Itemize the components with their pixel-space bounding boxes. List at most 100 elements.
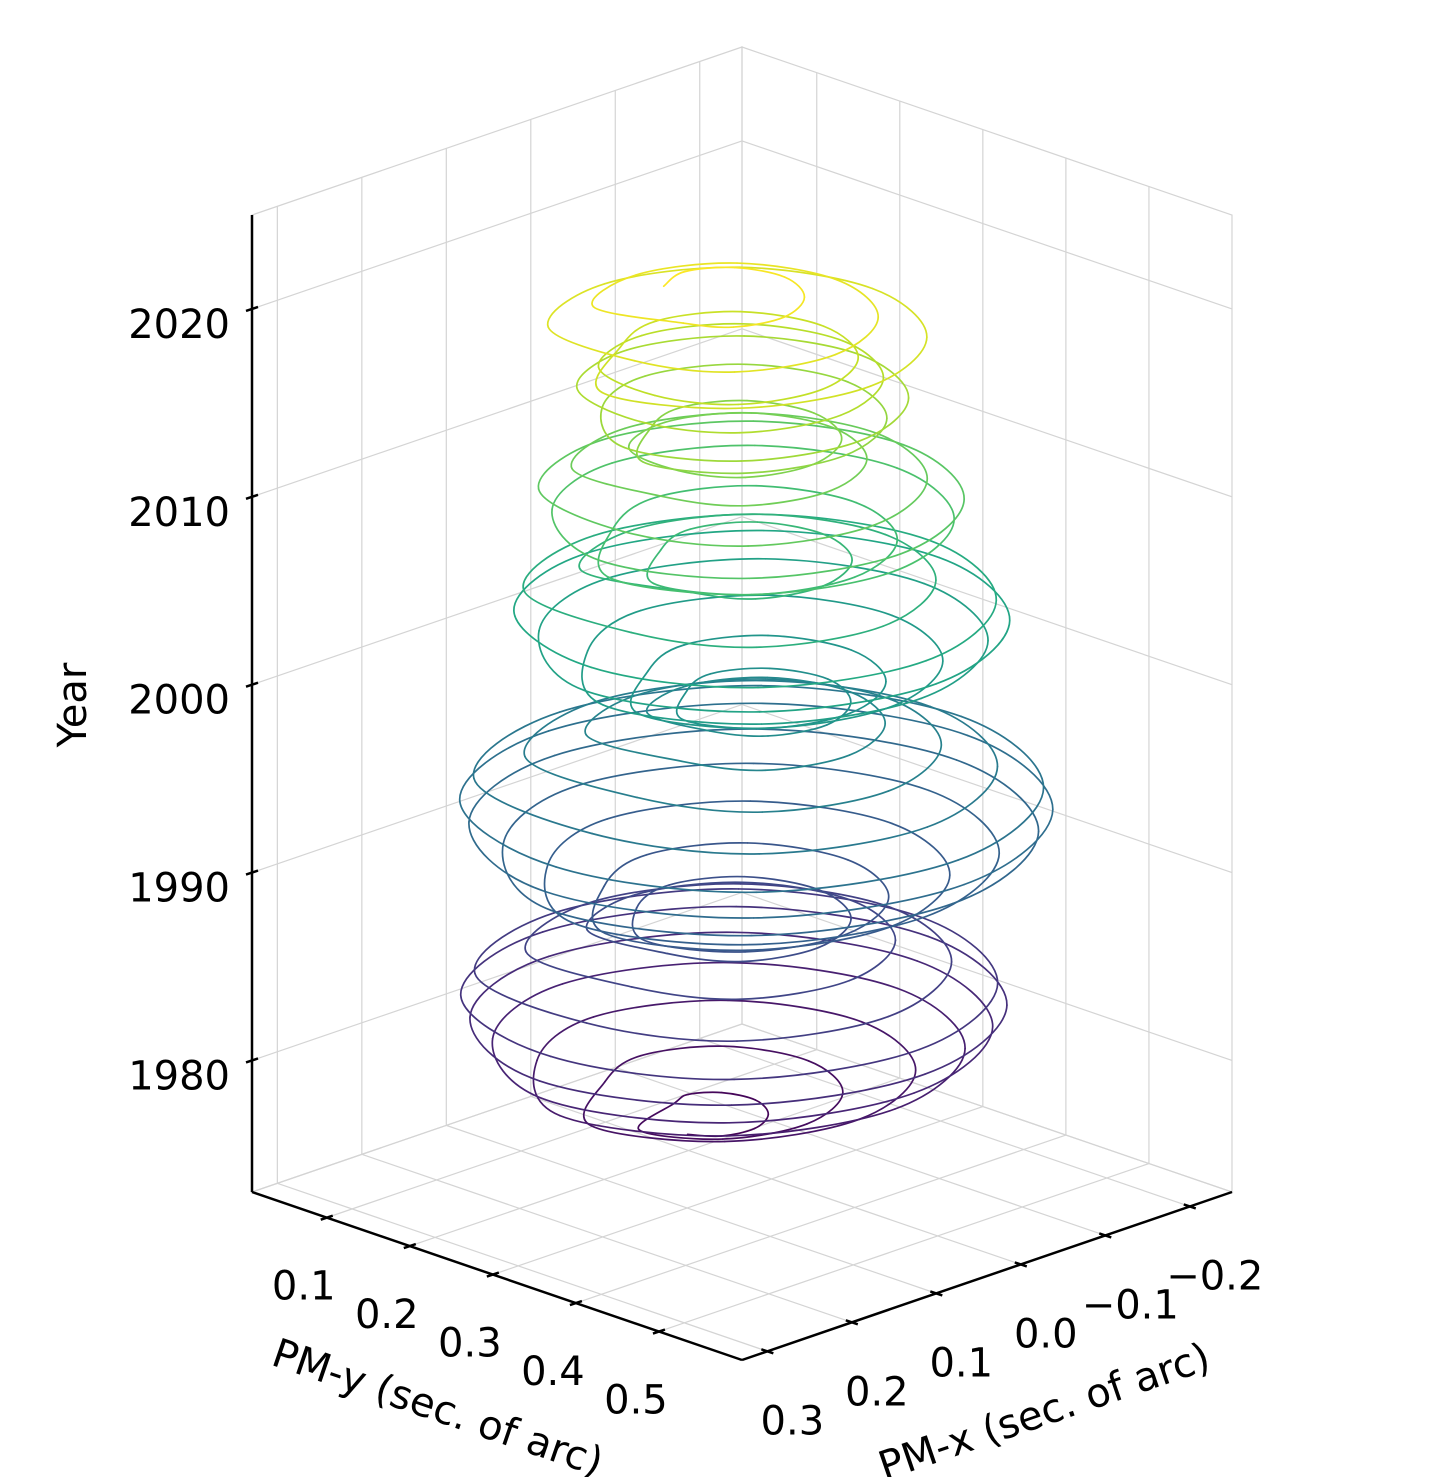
trajectory-segment	[823, 533, 853, 562]
trajectory-segment	[822, 559, 853, 587]
trajectory-segment	[643, 363, 747, 377]
trajectory-segment	[860, 1020, 917, 1072]
trajectory-segment	[592, 305, 685, 324]
trajectory-segment	[723, 1118, 861, 1143]
trajectory-segment	[755, 484, 858, 504]
trajectory-segment	[543, 864, 575, 925]
trajectory-segment	[902, 443, 966, 500]
trajectory-segment	[709, 667, 771, 675]
y-tick	[569, 1299, 583, 1307]
trajectory-segment	[586, 609, 642, 652]
trajectory-segment	[622, 530, 749, 547]
trajectory-segment	[896, 987, 966, 1050]
trajectory-segment	[765, 594, 893, 617]
pane-right	[741, 46, 1233, 1193]
trajectory-segment	[755, 728, 958, 761]
trajectory-segment	[611, 496, 657, 531]
trajectory-segment	[764, 754, 851, 772]
trajectory-segment	[637, 712, 765, 730]
trajectory-segment	[860, 354, 910, 399]
trajectory-segment	[747, 524, 876, 547]
trajectory-segment	[882, 579, 937, 628]
trajectory-segment	[578, 528, 635, 571]
trajectory-segment	[664, 411, 750, 424]
trajectory-segment	[597, 334, 643, 369]
trajectory-segment	[585, 733, 683, 763]
trajectory-segment	[458, 799, 557, 868]
trajectory-segment	[742, 946, 820, 963]
trajectory-segment	[600, 407, 626, 449]
trajectory-segment	[604, 1054, 642, 1083]
y-tick-label: 0.2	[355, 1292, 419, 1338]
trajectory-segment	[752, 883, 965, 919]
trajectory-segment	[858, 1069, 917, 1121]
trajectory-segment	[849, 680, 887, 715]
trajectory-segment	[812, 412, 843, 440]
trajectory-segment	[546, 282, 606, 328]
x-axis-line	[741, 1190, 1233, 1362]
trajectory-segment	[767, 634, 853, 651]
grid-line	[741, 516, 1233, 686]
trajectory-segment	[646, 548, 662, 585]
y-tick	[486, 1271, 500, 1278]
trajectory-segment	[848, 722, 887, 757]
trajectory-segment	[666, 952, 744, 963]
trajectory-segment	[645, 686, 685, 714]
trajectory-segment	[960, 715, 1045, 789]
grid-line	[409, 1077, 900, 1247]
z-tick	[245, 493, 259, 501]
grid-line	[615, 1066, 1106, 1237]
trajectory-segment	[558, 684, 763, 713]
y-tick-label: 0.5	[604, 1378, 668, 1424]
trajectory-segment	[733, 353, 837, 373]
trajectory-segment	[929, 705, 999, 768]
x-tick	[760, 1348, 774, 1355]
trajectory-segment	[836, 279, 880, 318]
trajectory-segment	[675, 690, 688, 721]
trajectory-segment	[590, 1124, 726, 1143]
trajectory-segment	[459, 994, 552, 1058]
trajectory-segment	[764, 678, 892, 701]
trajectory-segment	[680, 760, 767, 772]
trajectory-segment	[811, 437, 843, 466]
trajectory-segment	[524, 901, 591, 953]
trajectory-segment	[923, 582, 989, 642]
trajectory-segment	[647, 644, 685, 672]
grid-line	[741, 328, 1233, 498]
trajectory-segment	[544, 1098, 730, 1124]
trajectory-segment	[576, 762, 755, 787]
trajectory-segment	[538, 578, 607, 632]
trajectory-segment	[893, 518, 956, 573]
trajectory-segment	[735, 905, 929, 938]
trajectory-segment	[649, 406, 681, 429]
trajectory-segment	[736, 262, 839, 281]
trajectory-segment	[752, 762, 930, 792]
trajectory-segment	[469, 955, 550, 1018]
trajectory-segment	[755, 859, 959, 894]
trajectory-segment	[646, 712, 711, 732]
trajectory-segment	[662, 270, 686, 288]
trajectory-segment	[748, 915, 927, 946]
trajectory-segment	[738, 414, 842, 434]
trajectory-segment	[603, 853, 648, 888]
trajectory-segment	[855, 501, 899, 541]
pane-left	[251, 46, 743, 1193]
trajectory-segment	[728, 1092, 915, 1124]
trajectory-segment	[594, 346, 622, 394]
trajectory-segment	[570, 427, 626, 470]
trajectory-segment	[767, 724, 828, 737]
trajectory-segment	[827, 678, 852, 703]
trajectory-segment	[746, 842, 849, 861]
trajectory-segment	[884, 533, 937, 582]
x-tick	[1014, 1261, 1028, 1268]
trajectory-segment	[894, 1047, 966, 1110]
trajectory-segment	[640, 322, 744, 337]
trajectory-segment	[754, 1099, 770, 1116]
trajectory-segment	[642, 461, 745, 475]
trajectory-segment	[737, 888, 924, 919]
trajectory-segment	[593, 513, 763, 537]
trajectory-segment	[512, 609, 592, 669]
trajectory-segment	[636, 427, 652, 463]
trajectory-segment	[660, 528, 692, 551]
grid-line	[251, 704, 743, 874]
